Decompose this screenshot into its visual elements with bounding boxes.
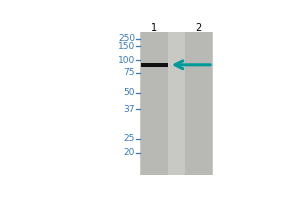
FancyBboxPatch shape bbox=[141, 63, 168, 67]
Text: 100: 100 bbox=[118, 56, 135, 65]
FancyBboxPatch shape bbox=[185, 32, 212, 175]
Text: 2: 2 bbox=[196, 23, 202, 33]
Text: 50: 50 bbox=[124, 88, 135, 97]
Text: 150: 150 bbox=[118, 42, 135, 51]
Text: 20: 20 bbox=[124, 148, 135, 157]
Text: 37: 37 bbox=[124, 105, 135, 114]
FancyBboxPatch shape bbox=[141, 32, 168, 175]
Text: 25: 25 bbox=[124, 134, 135, 143]
Text: 250: 250 bbox=[118, 34, 135, 43]
Text: 1: 1 bbox=[152, 23, 158, 33]
FancyBboxPatch shape bbox=[140, 32, 213, 175]
Text: 75: 75 bbox=[124, 68, 135, 77]
